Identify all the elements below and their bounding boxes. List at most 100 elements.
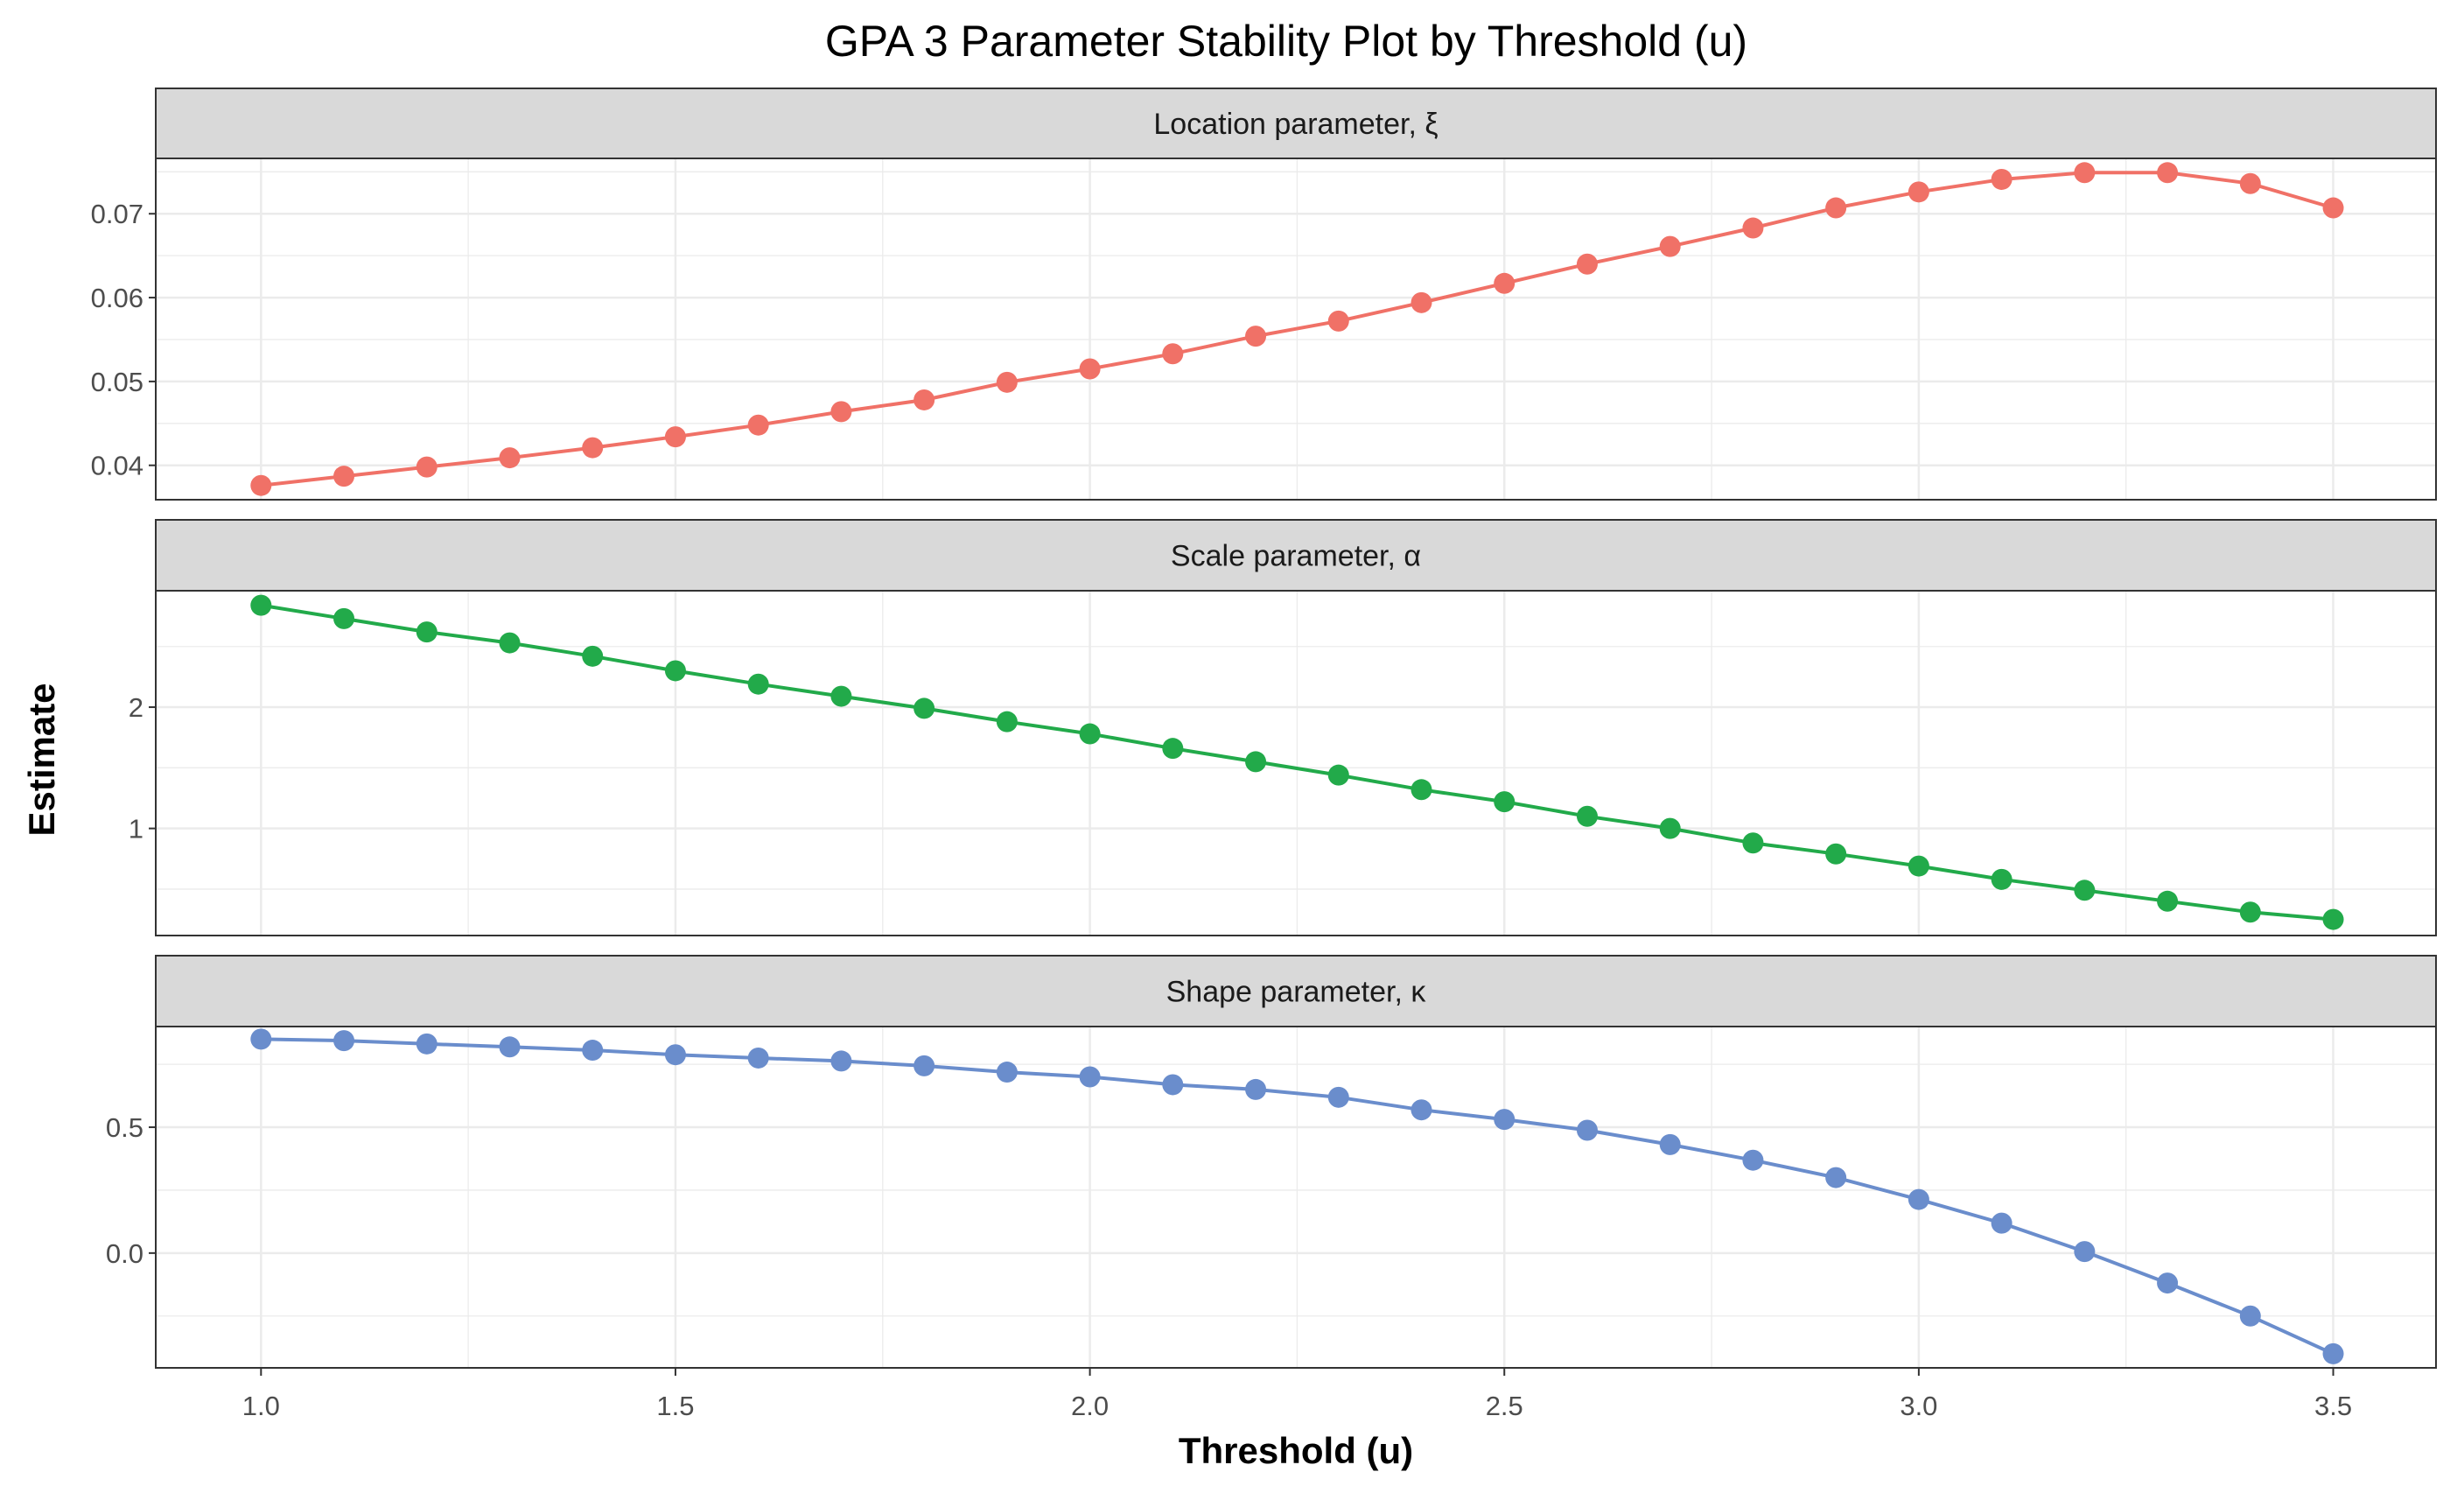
data-point <box>499 1036 521 1058</box>
data-point <box>2239 901 2261 923</box>
facet-strip-label: Location parameter, ξ <box>1153 108 1438 141</box>
data-point <box>1410 779 1432 801</box>
data-point <box>250 474 272 496</box>
data-point <box>1245 751 1267 773</box>
data-point <box>1576 805 1598 827</box>
data-point <box>1659 235 1681 257</box>
data-point <box>747 1047 769 1069</box>
data-point <box>1162 1074 1184 1096</box>
data-point <box>747 414 769 436</box>
x-axis-title: Threshold (u) <box>1179 1430 1413 1471</box>
data-point <box>1742 1149 1764 1171</box>
data-point <box>1991 868 2012 890</box>
y-tick-label: 0.04 <box>91 451 144 481</box>
data-point <box>996 1062 1018 1083</box>
data-point <box>1494 1109 1516 1131</box>
data-point <box>2157 890 2179 912</box>
data-point <box>1410 291 1432 313</box>
x-tick-label: 2.5 <box>1486 1391 1523 1421</box>
y-axis-title: Estimate <box>21 683 62 836</box>
facet-panels: Location parameter, ξ 0.04 0.05 0.06 0.07 Sca… <box>91 88 2437 1369</box>
data-point <box>1991 1212 2012 1234</box>
data-point <box>830 401 852 423</box>
data-point <box>1908 1188 1929 1210</box>
data-point <box>416 621 438 643</box>
data-point <box>1327 1086 1349 1108</box>
data-point <box>1327 764 1349 786</box>
data-point <box>1079 723 1101 745</box>
facet-strip <box>155 88 2437 159</box>
data-point <box>2322 1342 2344 1364</box>
panel-border <box>155 158 2437 501</box>
data-point <box>2322 908 2344 930</box>
data-point <box>1162 343 1184 365</box>
data-point <box>1079 1066 1101 1088</box>
data-point <box>1494 272 1516 294</box>
y-tick-label: 2 <box>129 692 144 723</box>
data-point <box>250 594 272 616</box>
x-tick-label: 3.5 <box>2314 1391 2352 1421</box>
data-point <box>2157 1272 2179 1294</box>
data-point <box>914 389 935 410</box>
facet-strip-label: Scale parameter, α <box>1171 540 1421 573</box>
data-point <box>1576 253 1598 275</box>
data-point <box>914 1055 935 1076</box>
data-point <box>1245 326 1267 347</box>
data-point <box>582 437 604 459</box>
data-point <box>996 371 1018 393</box>
y-tick-label: 0.06 <box>91 283 144 313</box>
data-point <box>1908 181 1929 203</box>
panel-border <box>155 1026 2437 1369</box>
chart-title: GPA 3 Parameter Stability Plot by Thresh… <box>825 17 1747 66</box>
data-point <box>1576 1119 1598 1141</box>
data-point <box>333 466 355 487</box>
data-point <box>333 607 355 629</box>
facet-panel: Shape parameter, κ 0.0 0.5 <box>106 955 2437 1369</box>
data-point <box>416 456 438 478</box>
facet-panel: Scale parameter, α 1 2 <box>129 519 2437 936</box>
x-axis: 1.0 1.5 2.0 2.5 3.0 3.5 <box>242 1368 2352 1421</box>
facet-panel: Location parameter, ξ 0.04 0.05 0.06 0.07 <box>91 88 2437 501</box>
data-point <box>2239 172 2261 194</box>
data-point <box>2239 1305 2261 1327</box>
facet-strip <box>155 519 2437 592</box>
y-tick-label: 0.05 <box>91 367 144 397</box>
data-point <box>830 1050 852 1072</box>
data-point <box>747 673 769 695</box>
data-point <box>914 697 935 719</box>
data-point <box>1327 310 1349 332</box>
data-point <box>333 1030 355 1052</box>
data-point <box>416 1033 438 1055</box>
y-tick-label: 0.5 <box>106 1112 144 1143</box>
panel-border <box>155 590 2437 936</box>
data-point <box>1659 1133 1681 1155</box>
data-point <box>1162 738 1184 760</box>
facet-strip-label: Shape parameter, κ <box>1166 976 1427 1009</box>
data-point <box>1742 217 1764 239</box>
data-point <box>664 426 686 448</box>
data-point <box>2074 880 2096 901</box>
data-point <box>1742 832 1764 854</box>
data-point <box>1825 1167 1847 1188</box>
data-point <box>1908 855 1929 877</box>
data-point <box>1245 1078 1267 1100</box>
data-point <box>250 1028 272 1050</box>
y-tick-label: 1 <box>129 814 144 845</box>
data-point <box>2074 1241 2096 1263</box>
x-tick-label: 2.0 <box>1071 1391 1109 1421</box>
data-point <box>1079 358 1101 380</box>
data-point <box>499 632 521 654</box>
data-point <box>830 685 852 707</box>
series-line <box>261 171 2334 487</box>
data-point <box>2157 162 2179 184</box>
data-point <box>1991 168 2012 190</box>
x-tick-label: 1.0 <box>242 1391 280 1421</box>
data-point <box>2074 162 2096 184</box>
data-point <box>664 1044 686 1066</box>
data-point <box>1825 843 1847 865</box>
data-point <box>1659 817 1681 839</box>
data-point <box>664 660 686 682</box>
series-line <box>261 1037 2334 1356</box>
y-tick-label: 0.07 <box>91 199 144 229</box>
